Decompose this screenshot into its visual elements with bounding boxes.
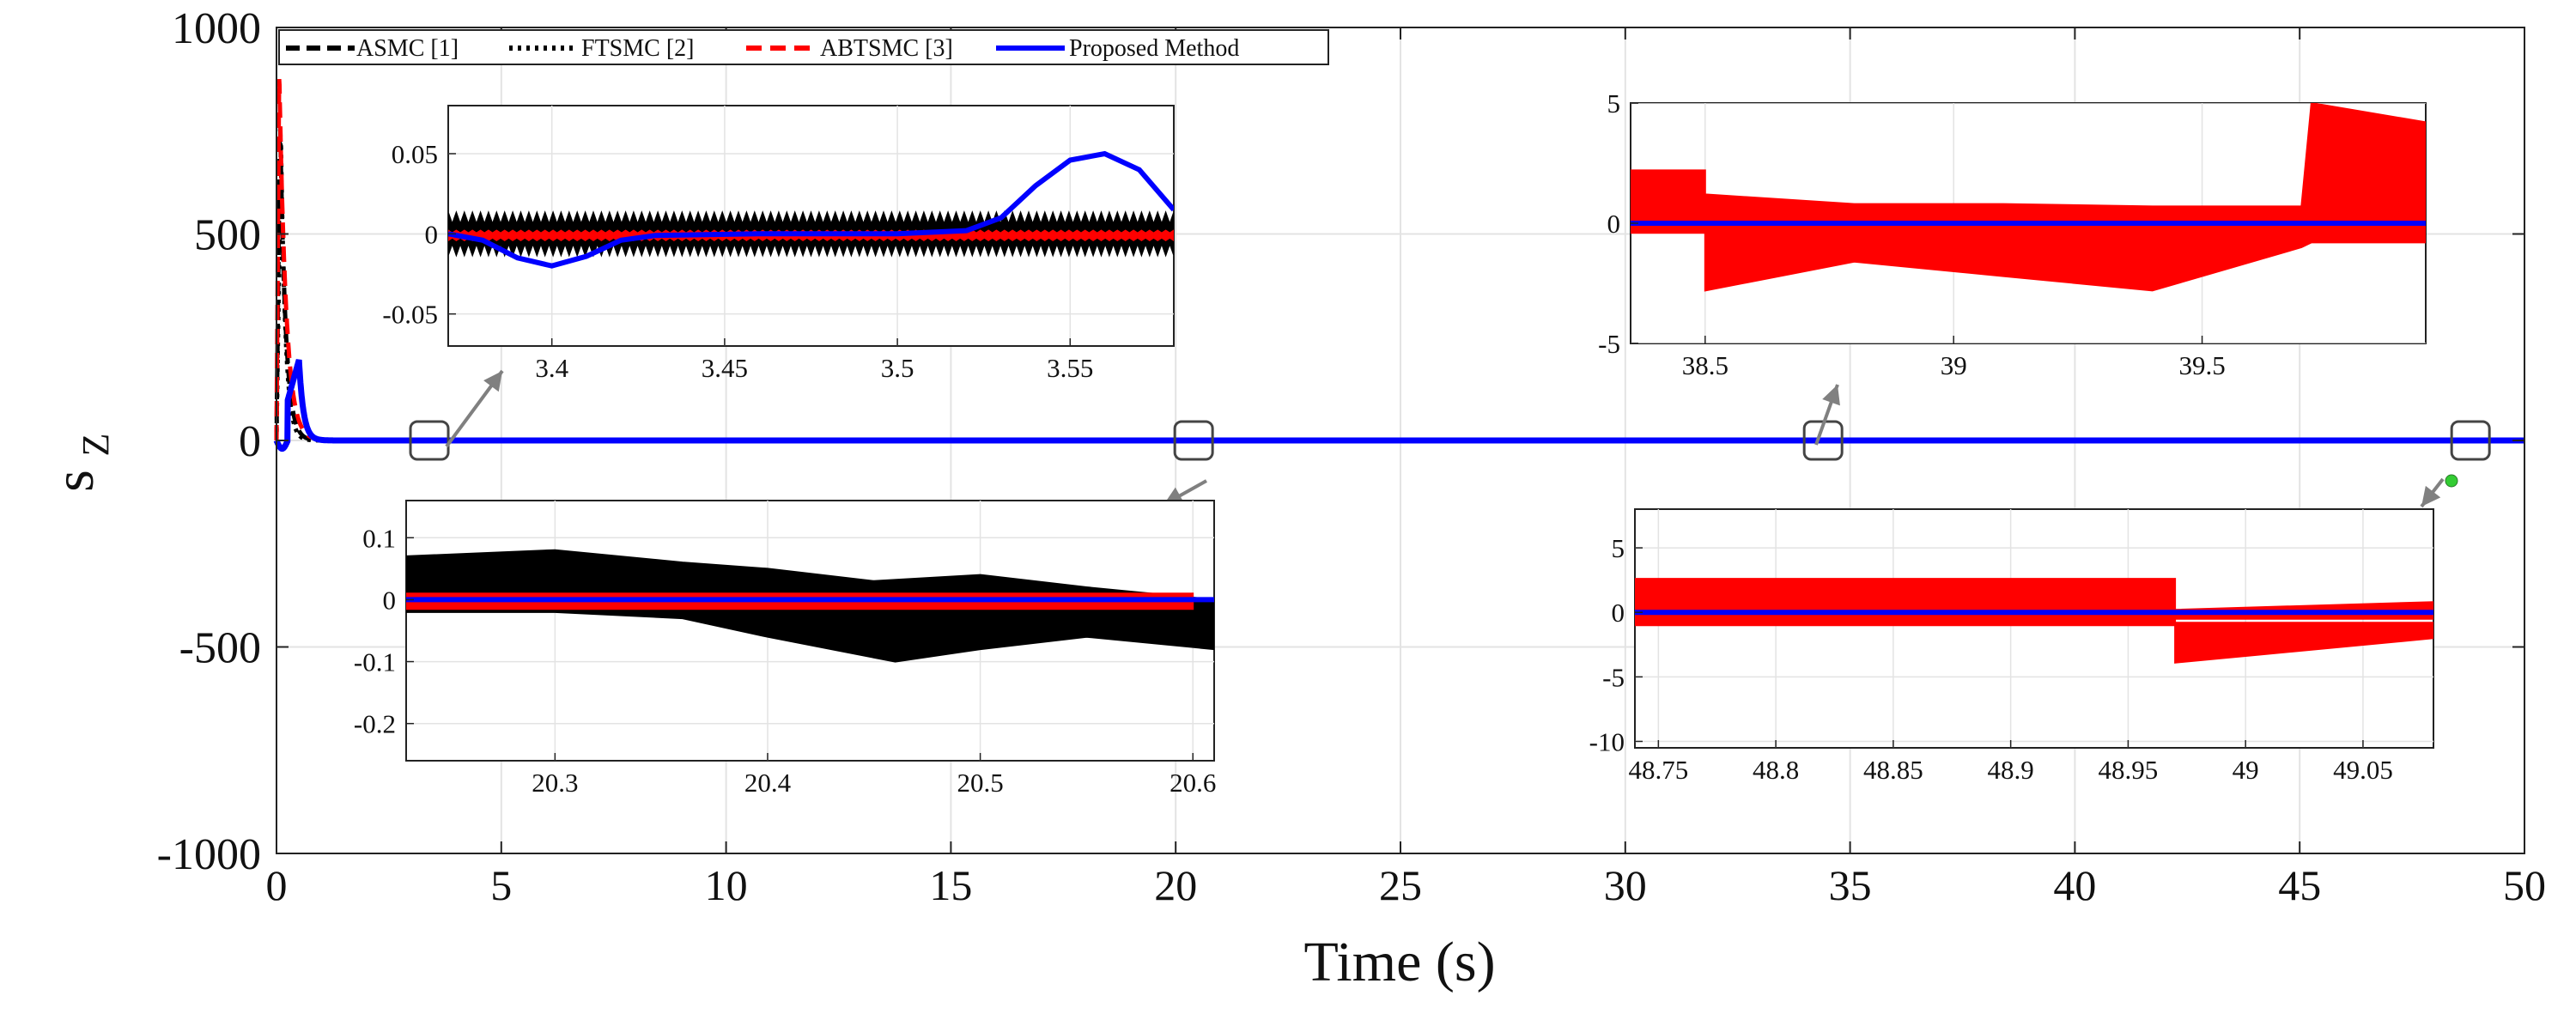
inset-3: 20.3 20.4 20.5 20.6 0.1 0 -0.1 -0.2: [354, 500, 1216, 798]
inset-4-x-tick-label: 48.75: [1628, 755, 1688, 785]
y-tick-label: 0: [239, 417, 261, 466]
inset-1: 3.4 3.45 3.5 3.55 0.05 0 -0.05: [382, 105, 1175, 383]
inset-4: 48.75 48.8 48.85 48.9 48.95 49 49.05 5 0 -5 -10: [1589, 508, 2434, 785]
inset-2-body: [1631, 103, 2426, 343]
inset-1-body: [448, 106, 1174, 346]
y-tick-label: 1000: [172, 4, 261, 53]
x-axis-label: Time (s): [1303, 931, 1495, 993]
inset-4-x-tick-label: 49.05: [2333, 755, 2393, 785]
zoom-arrow-head: [1822, 385, 1840, 406]
y-tick-label: 500: [194, 211, 261, 260]
inset-3-x-tick-label: 20.5: [957, 768, 1003, 798]
inset-4-red-band: [1635, 578, 2433, 664]
green-point-marker: [2445, 474, 2458, 488]
inset-3-body: [406, 501, 1214, 761]
inset-1-x-tick-label: 3.45: [702, 353, 748, 383]
inset-1-blue-line: [448, 150, 1174, 269]
y-axis-label-group: s Z: [43, 434, 117, 492]
zoom-marker: [1173, 420, 1214, 461]
inset-3-x-tick-label: 20.6: [1170, 768, 1216, 798]
inset-3-x-tick-label: 20.3: [532, 768, 578, 798]
inset-2-y-tick-label: 5: [1607, 88, 1621, 118]
zoom-marker: [2450, 420, 2491, 461]
inset-1-y-tick-label: 0.05: [392, 139, 438, 169]
inset-4-x-tick-label: 48.9: [1988, 755, 2034, 785]
inset-4-x-tick-label: 49: [2233, 755, 2259, 785]
inset-3-y-tick-label: 0: [383, 585, 397, 615]
x-tick-label: 15: [929, 861, 972, 909]
x-tick-label: 30: [1604, 861, 1647, 909]
inset-1-x-tick-label: 3.4: [535, 353, 568, 383]
legend: ASMC [1] FTSMC [2] ABTSMC [3] Proposed M…: [278, 29, 1329, 65]
inset-2-x-tick-label: 39: [1941, 350, 1967, 380]
inset-1-y-tick-label: 0: [425, 219, 439, 249]
inset-4-y-tick-label: 5: [1612, 533, 1625, 563]
inset-2-red-band: [1631, 103, 2426, 292]
legend-label-abtsmc: ABTSMC [3]: [820, 35, 953, 62]
inset-3-x-tick-label: 20.4: [744, 768, 792, 798]
inset-4-y-tick-label: -10: [1589, 726, 1625, 756]
inset-1-x-tick-label: 3.55: [1047, 353, 1093, 383]
inset-2-x-tick-label: 38.5: [1682, 350, 1728, 380]
y-axis-label-sub: Z: [75, 434, 117, 457]
inset-1-y-tick-label: -0.05: [382, 300, 438, 330]
x-tick-label: 10: [705, 861, 748, 909]
main-series: [273, 78, 2524, 452]
inset-2-y-tick-label: -5: [1598, 329, 1620, 359]
y-tick-label: -1000: [157, 830, 261, 879]
inset-4-y-tick-label: -5: [1602, 662, 1625, 692]
x-tick-label: 50: [2503, 861, 2546, 909]
inset-3-y-tick-label: -0.2: [354, 709, 396, 739]
inset-4-x-tick-label: 48.95: [2099, 755, 2159, 785]
x-tick-label: 20: [1154, 861, 1197, 909]
inset-1-x-tick-label: 3.5: [881, 353, 914, 383]
inset-4-body: [1635, 509, 2433, 748]
x-tick-label: 40: [2053, 861, 2096, 909]
x-tick-label: 35: [1829, 861, 1872, 909]
zoom-marker: [409, 420, 450, 461]
y-tick-label: -500: [179, 624, 261, 673]
inset-2-x-tick-label: 39.5: [2178, 350, 2225, 380]
y-axis-label: s: [43, 470, 106, 492]
inset-2-y-tick-label: 0: [1607, 209, 1621, 239]
x-tick-label: 5: [490, 861, 512, 909]
legend-label-proposed: Proposed Method: [1069, 35, 1239, 62]
inset-4-y-tick-label: 0: [1612, 598, 1625, 628]
zoom-arrow-head: [2421, 485, 2441, 507]
series-line-proposed: [273, 359, 2524, 452]
legend-label-ftsmc: FTSMC [2]: [581, 35, 694, 62]
x-tick-label: 25: [1379, 861, 1422, 909]
inset-3-y-tick-label: -0.1: [354, 647, 396, 677]
x-tick-label: 0: [266, 861, 288, 909]
inset-3-y-tick-label: 0.1: [362, 523, 396, 553]
insets: 3.4 3.45 3.5 3.55 0.05 0 -0.05 38.5 39 39.5 5 0 -5 20…: [354, 88, 2434, 798]
x-tick-label: 45: [2278, 861, 2321, 909]
inset-4-x-tick-label: 48.8: [1753, 755, 1799, 785]
zoom-arrow-head: [483, 371, 502, 392]
inset-4-x-tick-label: 48.85: [1863, 755, 1923, 785]
inset-2: 38.5 39 39.5 5 0 -5: [1598, 88, 2427, 380]
legend-label-asmc: ASMC [1]: [356, 35, 459, 62]
